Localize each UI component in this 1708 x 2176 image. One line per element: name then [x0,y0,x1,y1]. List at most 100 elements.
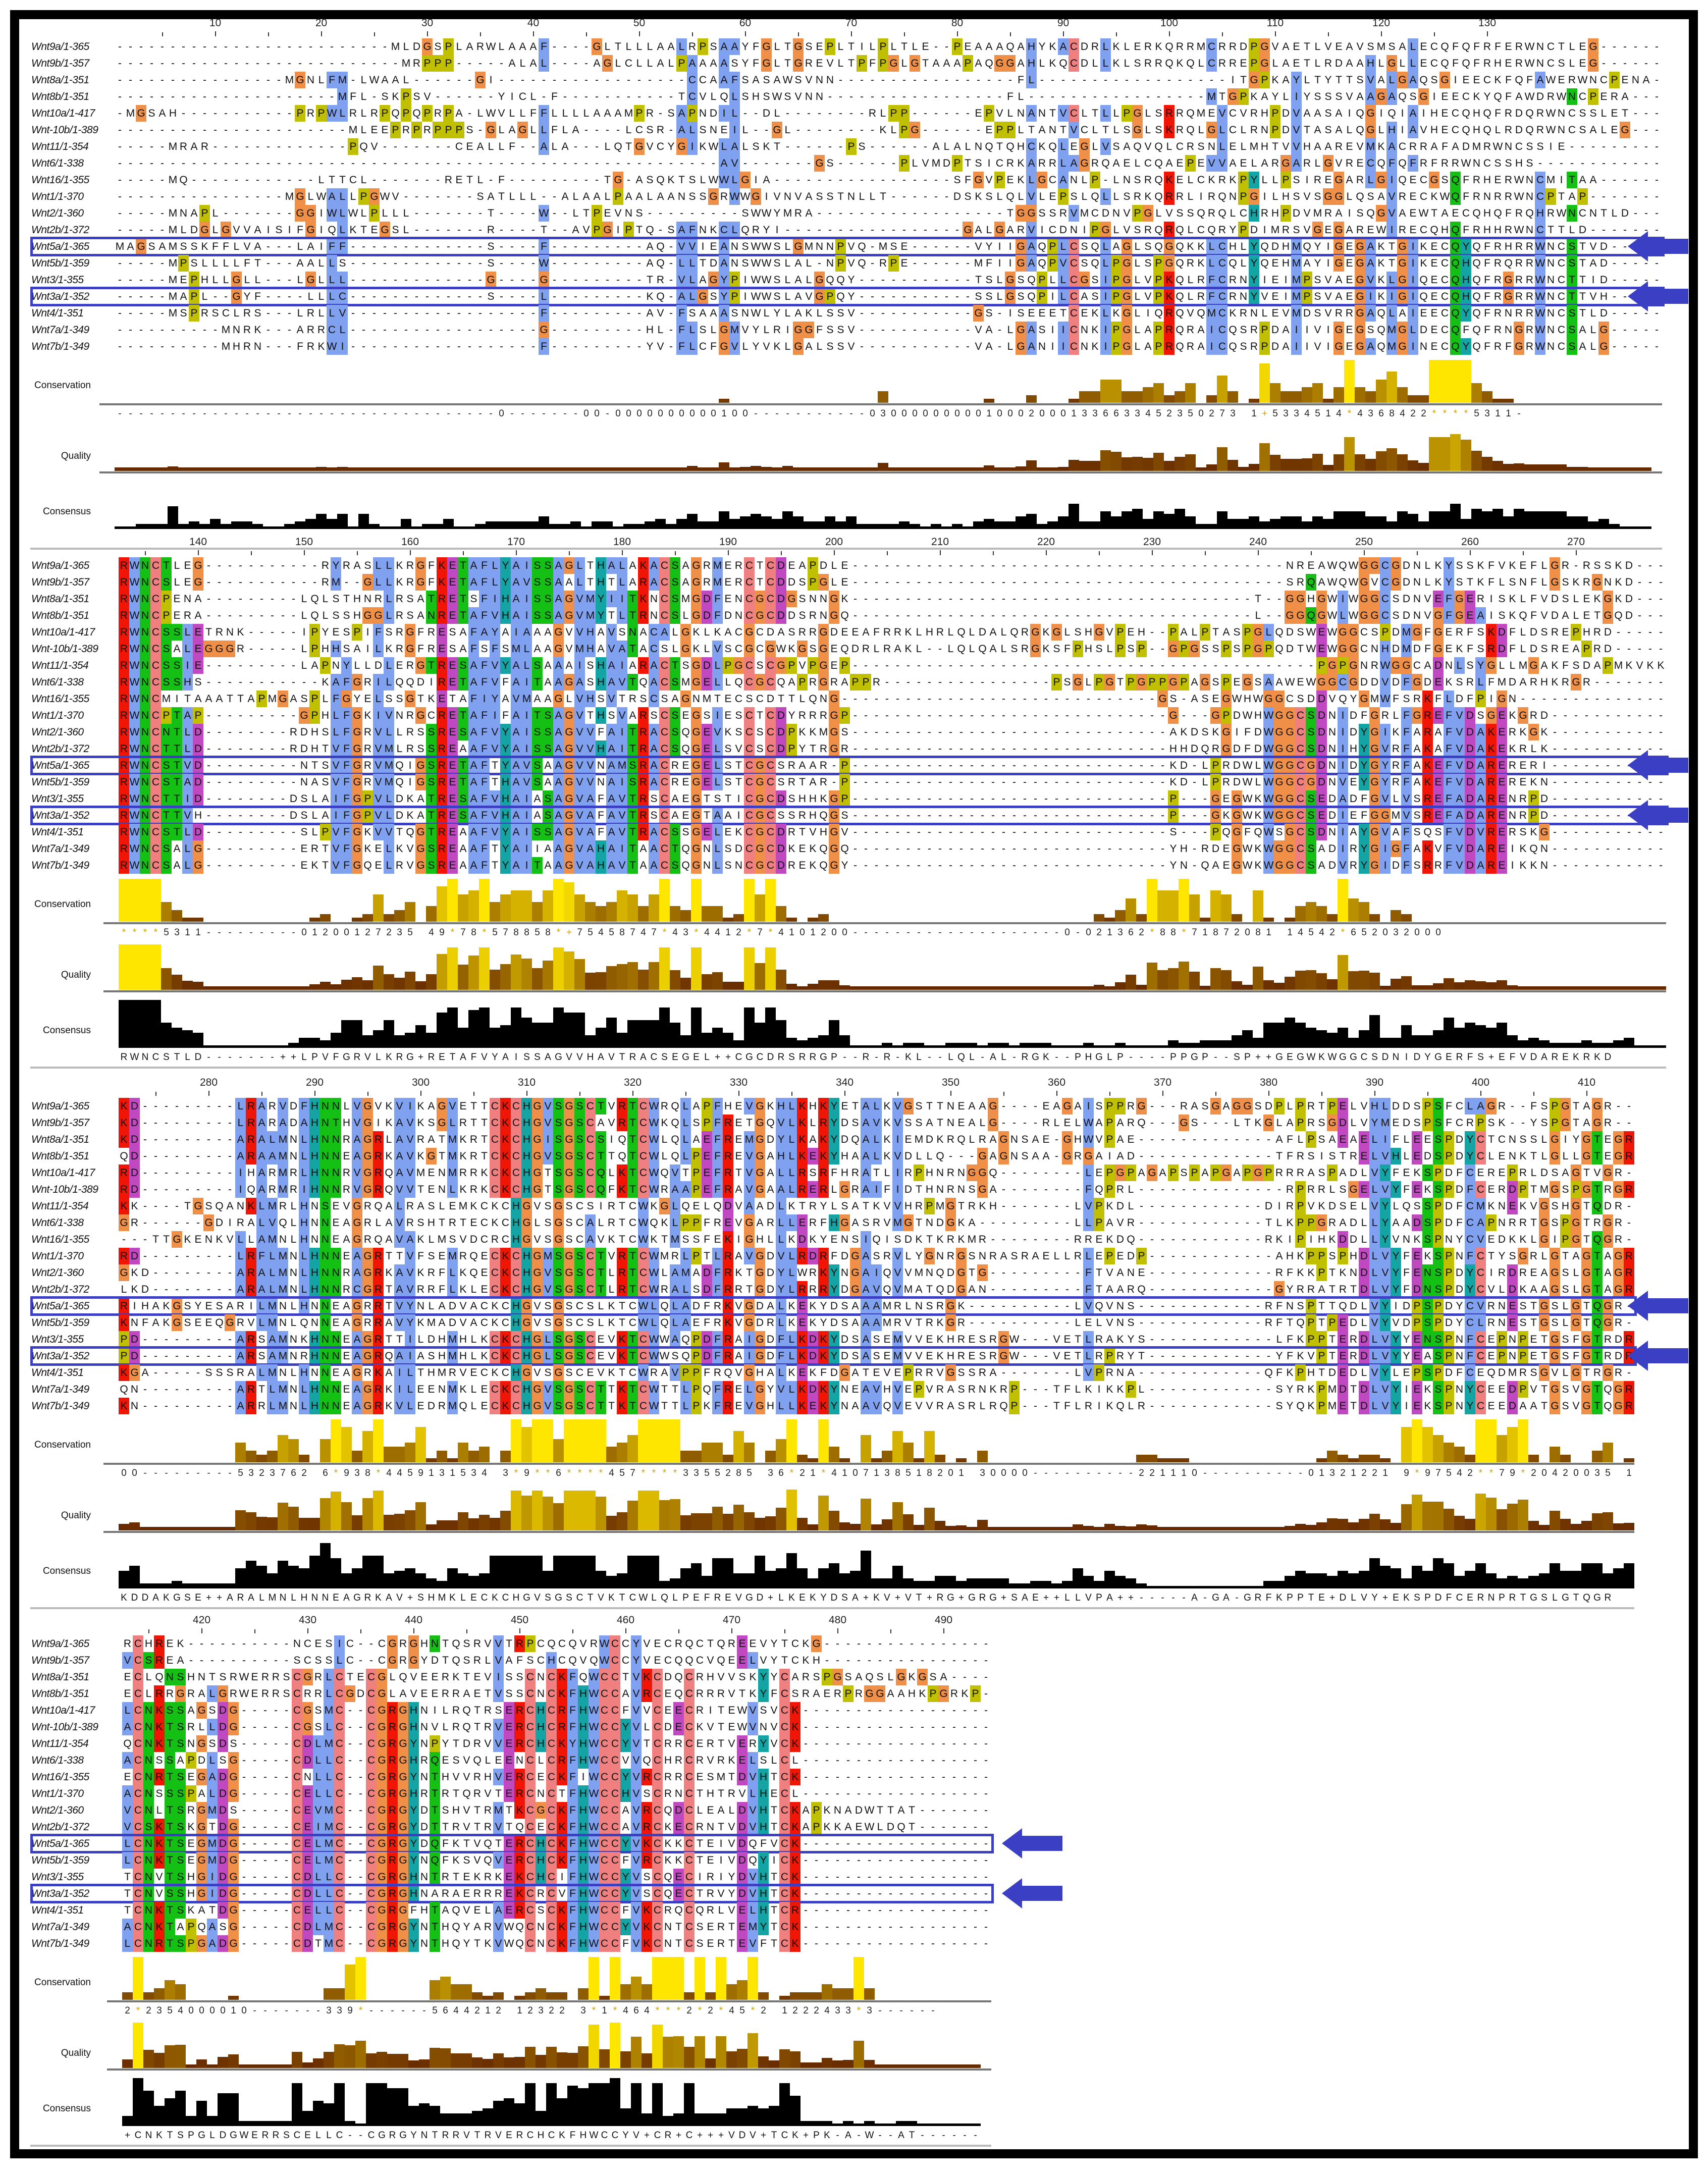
consensus-bar [136,524,146,529]
consensus-bar [305,519,316,529]
residue: H [1429,105,1439,122]
residue: L [967,641,977,657]
residue: G [278,691,288,707]
sequence-name[interactable]: Wnt2/1-360 [31,205,84,222]
consensus-bar [284,524,295,529]
gap: - [1005,72,1016,88]
sequence-name[interactable]: Wnt8a/1-351 [31,591,89,607]
residue: H [1016,138,1026,155]
quality-bar [963,467,973,471]
sequence-name[interactable]: Wnt11/1-354 [31,138,89,155]
quality-bar [316,467,327,471]
gap: - [1210,657,1221,674]
gap: - [1047,88,1058,105]
sequence-name[interactable]: Wnt9b/1-357 [31,574,89,591]
gap: - [1210,574,1221,591]
gap: - [1100,72,1111,88]
sequence-name[interactable]: Wnt2/1-360 [31,724,84,740]
residue: W [1439,188,1450,205]
residue: S [1355,205,1365,222]
residue: R [1482,55,1492,72]
ruler-tick [956,31,958,36]
residue: L [670,624,680,641]
residue: A [1365,88,1376,105]
gap: - [401,255,411,272]
sequence-name[interactable]: Wnt3a/1-352 [31,288,89,305]
gap: - [433,288,443,305]
gap: - [1020,657,1030,674]
residue: T [1058,305,1069,322]
residue: H [199,272,210,288]
residue: T [458,591,468,607]
residue: E [708,238,719,255]
residue: L [782,338,793,355]
consensus-label: Consensus [20,506,91,517]
residue: W [129,607,140,624]
residue: H [585,641,596,657]
residue: Q [839,607,850,624]
conservation-score: 5 [1312,407,1323,420]
sequence-name[interactable]: Wnt9a/1-365 [31,38,89,55]
residue: T [755,557,765,574]
sequence-name[interactable]: Wnt16/1-355 [31,691,89,707]
sequence-name[interactable]: Wnt1/1-370 [31,707,84,724]
sequence-name[interactable]: Wnt6/1-338 [31,155,84,172]
residue: A [193,691,203,707]
residue: C [1545,38,1556,55]
residue: I [857,38,867,55]
sequence-name[interactable]: Wnt3/1-355 [31,272,84,288]
residue: V [846,255,857,272]
quality-bar [1217,447,1227,471]
quality-bar [772,467,782,471]
sequence-name[interactable]: Wnt16/1-355 [31,172,89,188]
residue: N [1369,641,1380,657]
gap: - [443,288,454,305]
residue: R [1545,205,1556,222]
sequence-name[interactable]: Wnt7b/1-349 [31,338,89,355]
sequence-name[interactable]: Wnt11/1-354 [31,657,89,674]
residue: G [305,222,316,238]
gap: - [1210,557,1221,574]
sequence-name[interactable]: Wnt6/1-338 [31,674,84,691]
gap: - [931,255,941,272]
gap: - [464,155,475,172]
sequence-name[interactable]: Wnt-10b/1-389 [31,122,98,138]
sequence-name[interactable]: Wnt4/1-351 [31,305,84,322]
sequence-name[interactable]: Wnt10a/1-417 [31,624,95,641]
sequence-name[interactable]: Wnt5a/1-365 [31,238,89,255]
residue: R [1492,322,1503,338]
residue: N [1503,322,1514,338]
gap: - [1242,607,1253,624]
residue: E [1450,88,1461,105]
gap: - [1641,188,1651,205]
sequence-name[interactable]: Wnt-10b/1-389 [31,641,98,657]
sequence-name[interactable]: Wnt8b/1-351 [31,88,89,105]
gap: - [380,138,390,155]
sequence-name[interactable]: Wnt2b/1-372 [31,222,89,238]
gap: - [316,38,327,55]
sequence-name[interactable]: Wnt7a/1-349 [31,322,89,338]
gap: - [1571,724,1581,740]
sequence-name[interactable]: Wnt8b/1-351 [31,607,89,624]
sequence-name[interactable]: Wnt9b/1-357 [31,55,89,72]
sequence-name[interactable]: Wnt5b/1-359 [31,255,89,272]
residue: S [1073,624,1083,641]
residue: L [384,574,394,591]
residue: E [1344,272,1355,288]
gap: - [1641,138,1651,155]
residue: N [140,607,150,624]
residue: R [1581,674,1592,691]
gap: - [278,657,288,674]
sequence-name[interactable]: Wnt8a/1-351 [31,72,89,88]
sequence-name[interactable]: Wnt2b/1-372 [31,740,89,757]
residue: T [878,188,888,205]
sequence-name[interactable]: Wnt9a/1-365 [31,557,89,574]
residue: K [1196,255,1206,272]
sequence-name[interactable]: Wnt10a/1-417 [31,105,95,122]
gap: - [1620,38,1630,55]
gap: - [422,138,433,155]
conservation-score: 0 [941,407,952,420]
sequence-name[interactable]: Wnt1/1-370 [31,188,84,205]
conservation-score: 3 [1291,407,1302,420]
ruler-minor-tick [144,551,146,555]
